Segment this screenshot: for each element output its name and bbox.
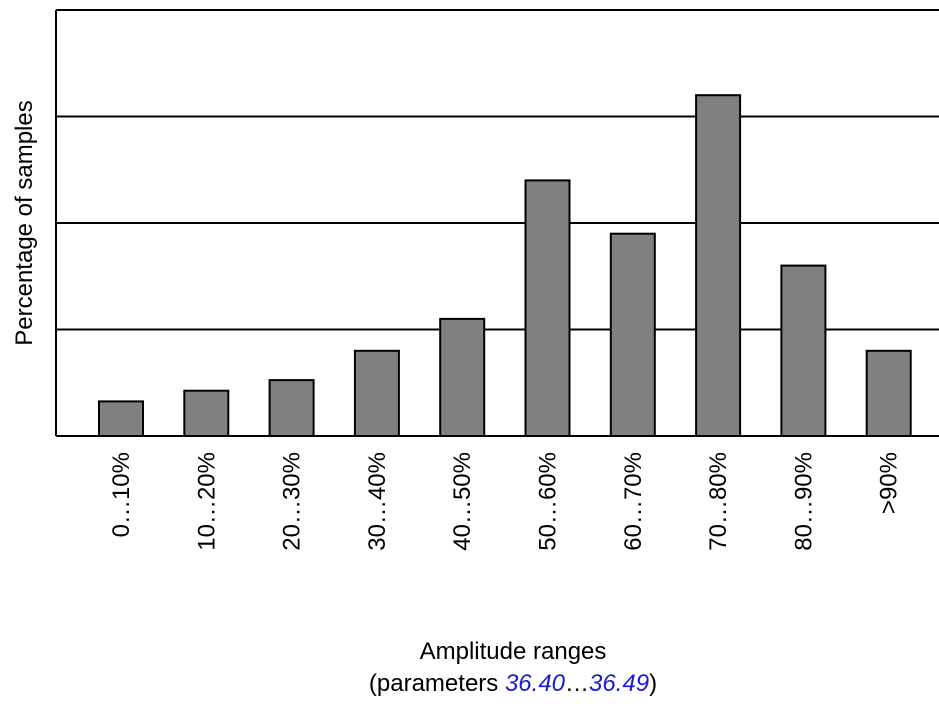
x-tick-label-7: 60…70% [620,452,647,551]
bar-10 [865,349,912,437]
bar-9 [780,264,827,437]
bar-5 [439,317,486,437]
x-axis-subtitle-suffix: ) [649,670,657,697]
bar-8 [695,94,742,437]
bar-7 [609,232,656,437]
x-axis-subtitle-separator: … [565,670,589,697]
bar-2 [183,389,230,438]
x-tick-labels: 0…10% 10…20% 20…30% 30…40% 40…50% 50…60% 60…70… [108,452,903,551]
x-tick-label-10: >90% [876,452,903,514]
bar-1 [98,400,144,437]
parameter-link-start[interactable]: 36.40 [505,670,566,697]
x-axis-title: Amplitude ranges [420,638,607,665]
x-tick-label-8: 70…80% [705,452,732,551]
x-tick-label-5: 40…50% [449,452,476,551]
x-tick-label-6: 50…60% [535,452,562,551]
x-tick-label-2: 10…20% [193,452,220,551]
x-axis-subtitle: (parameters 36.40…36.49) [369,670,657,697]
x-axis-subtitle-prefix: (parameters [369,670,505,697]
axes [55,9,939,437]
x-tick-label-1: 0…10% [108,452,135,537]
parameter-link-end[interactable]: 36.49 [589,670,649,697]
bar-6 [524,179,571,437]
x-tick-label-9: 80…90% [790,452,817,551]
x-tick-label-3: 20…30% [279,452,306,551]
bar-3 [268,379,315,438]
bars [98,94,912,438]
x-tick-label-4: 30…40% [364,452,391,551]
y-axis-title: Percentage of samples [11,100,38,345]
bar-4 [353,349,400,437]
